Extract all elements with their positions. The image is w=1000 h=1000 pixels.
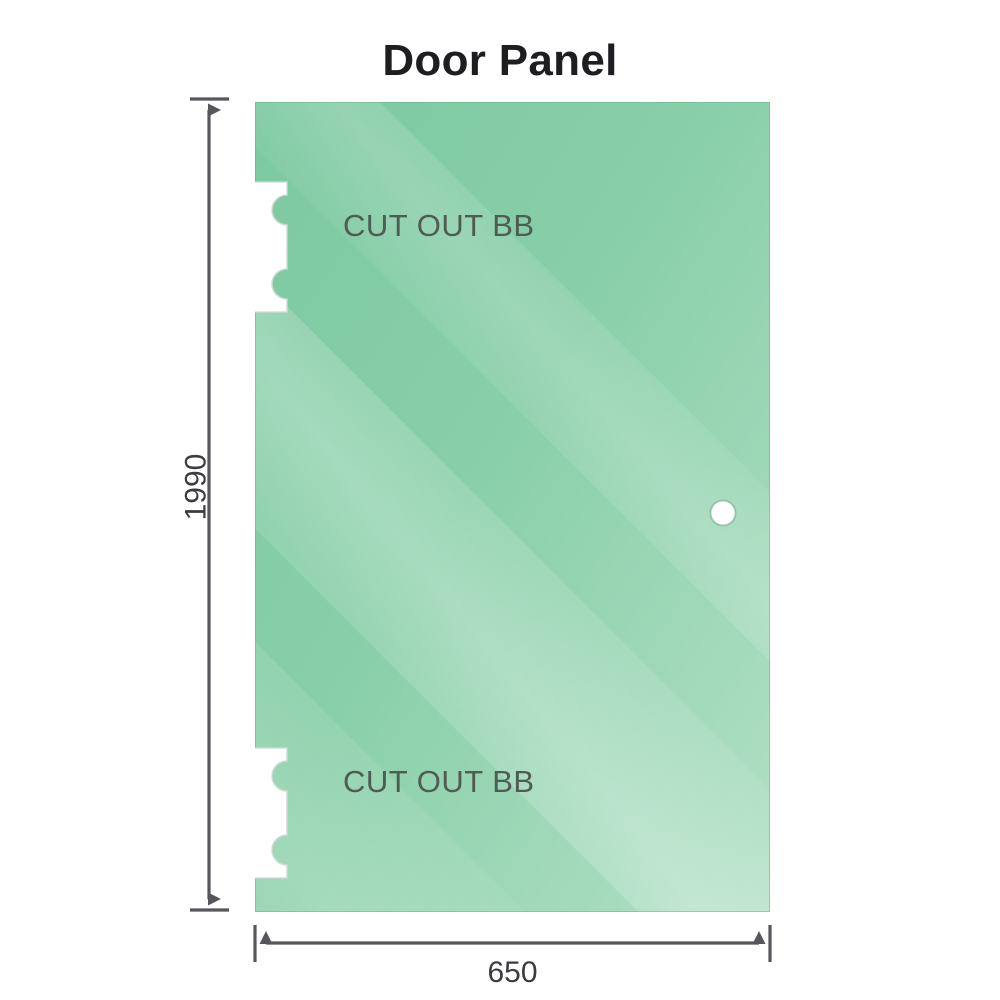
glass-panel-graphic [255,102,770,912]
height-dimension-label: 1990 [179,453,213,521]
width-dimension-label: 650 [487,956,538,989]
cut-out-bb-bottom-outline [255,747,288,879]
handle-hole-icon [709,499,737,527]
cut-out-bb-bottom-label: CUT OUT BB [343,764,535,799]
cut-out-bb-top-label: CUT OUT BB [343,208,535,243]
page-title: Door Panel [382,36,618,85]
glass-panel [255,102,770,912]
cut-out-bb-top-outline [255,181,288,313]
